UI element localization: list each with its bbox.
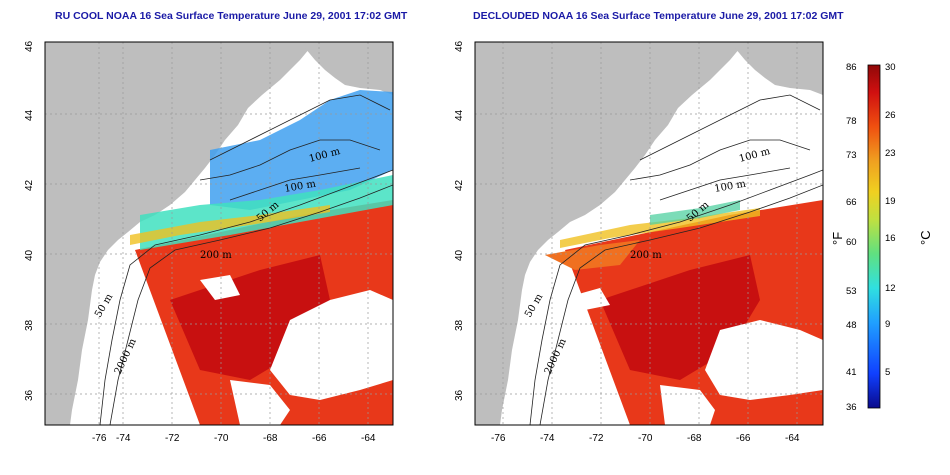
lon-tick-label: -70 [638,433,653,444]
celsius-tick: 12 [885,283,896,294]
bathymetry-contours [529,94,823,425]
cloud-mask [230,380,290,425]
lat-tick-label: 40 [24,249,35,261]
lon-tick-label: -74 [540,433,555,444]
lat-tick-label: 46 [454,40,465,52]
nova-scotia-land [300,42,393,95]
left-map-title: RU COOL NOAA 16 Sea Surface Temperature … [55,10,408,22]
contour-label: 200 m [200,250,232,261]
celsius-tick: 9 [885,319,890,330]
colorbar-gradient [867,64,881,409]
celsius-tick: 5 [885,367,890,378]
fahrenheit-tick: 41 [846,367,857,378]
cloud-gap [660,385,715,425]
celsius-tick: 16 [885,233,896,244]
lat-tick-label: 40 [454,249,465,261]
lat-tick-label: 36 [454,389,465,401]
right-lon-axis: -76 -74 -72 -70 -68 -66 -64 [491,433,800,444]
lon-tick-label: -68 [263,433,278,444]
right-lat-axis: 46 44 42 40 38 36 [454,40,465,401]
lat-tick-label: 36 [24,389,35,401]
lon-tick-label: -76 [92,433,107,444]
lon-tick-label: -64 [361,433,376,444]
lon-tick-label: -72 [589,433,604,444]
celsius-tick: 30 [885,62,896,73]
lat-tick-label: 42 [24,179,35,191]
lon-tick-label: -74 [116,433,131,444]
bathymetry-contours [99,94,393,425]
right-map-title: DECLOUDED NOAA 16 Sea Surface Temperatur… [473,10,844,22]
lat-tick-label: 42 [454,179,465,191]
celsius-tick: 19 [885,196,896,207]
left-map-panel: 100 m 100 m 50 m 200 m 50 m 2000 m [45,42,393,425]
lat-tick-label: 38 [454,319,465,331]
fahrenheit-tick: 60 [846,237,857,248]
right-map-panel: 100 m 100 m 50 m 200 m 50 m 2000 m [475,42,823,425]
fahrenheit-tick: 36 [846,402,857,413]
lon-tick-label: -70 [214,433,229,444]
contour-label: 200 m [630,250,662,261]
lon-tick-label: -72 [165,433,180,444]
land-mass [45,42,315,425]
lon-tick-label: -66 [312,433,327,444]
fahrenheit-tick: 66 [846,197,857,208]
fahrenheit-tick: 86 [846,62,857,73]
sst-cold-region [210,90,393,210]
left-lat-axis: 46 44 42 40 38 36 [24,40,35,401]
lat-tick-label: 44 [454,109,465,121]
lon-tick-label: -64 [785,433,800,444]
celsius-tick: 26 [885,110,896,121]
grid-lines [475,42,823,425]
grid-lines [45,42,393,425]
lon-tick-label: -76 [491,433,506,444]
sst-yellow-band [560,208,760,248]
lon-tick-label: -66 [736,433,751,444]
fahrenheit-tick: 78 [846,116,857,127]
cloud-gap [705,320,823,400]
fahrenheit-tick: 53 [846,286,857,297]
fahrenheit-tick: 48 [846,320,857,331]
fahrenheit-tick: 73 [846,150,857,161]
sst-yellow-band [130,205,330,245]
lat-tick-label: 46 [24,40,35,52]
right-map-frame [474,41,824,426]
colorbar: 86 78 73 66 60 53 48 41 36 30 26 23 19 1… [830,62,933,413]
left-map-frame [44,41,394,426]
cloud-mask [200,275,240,300]
land-mass [475,42,745,425]
lat-tick-label: 44 [24,109,35,121]
lat-tick-label: 38 [24,319,35,331]
nova-scotia-land [730,42,823,95]
celsius-unit-label: °C [918,230,933,245]
lon-tick-label: -68 [687,433,702,444]
celsius-tick: 23 [885,148,896,159]
sst-cyan-region [650,200,740,225]
left-lon-axis: -76 -74 -72 -70 -68 -66 -64 [92,433,376,444]
cloud-mask [270,290,393,400]
fahrenheit-unit-label: °F [830,232,845,245]
